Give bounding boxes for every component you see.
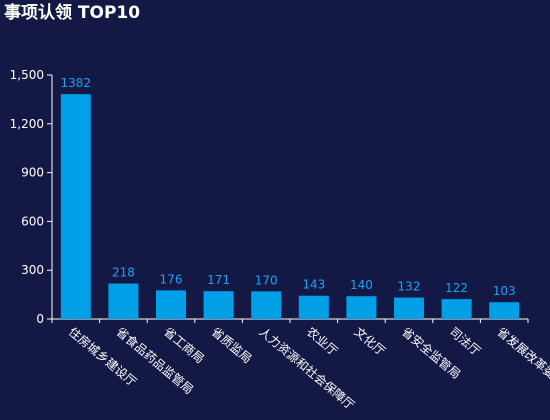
bar-value-label: 132 (398, 280, 421, 294)
bar (489, 302, 520, 319)
x-category-label: 农业厅 (304, 325, 341, 359)
bar (203, 291, 234, 319)
x-category-label: 省质监局 (209, 325, 255, 367)
bar-value-label: 170 (255, 273, 278, 287)
bar-value-label: 176 (160, 272, 183, 286)
bar-value-label: 143 (302, 278, 325, 292)
y-tick-label: 900 (21, 166, 44, 180)
bar (251, 291, 282, 319)
bar-value-label: 171 (207, 273, 230, 287)
y-tick-label: 0 (36, 312, 44, 326)
y-tick-label: 1,500 (10, 68, 44, 82)
y-tick-label: 300 (21, 263, 44, 277)
bar (394, 297, 424, 319)
x-category-label: 省食品药品监管局 (113, 324, 196, 397)
y-tick-label: 600 (21, 214, 44, 228)
bar-value-label: 1382 (61, 76, 92, 90)
x-category-label: 省发展改革委 (494, 324, 550, 382)
bar (108, 283, 139, 319)
value-labels: 1382 218 176 171 170 143 140 132 122 103 (61, 76, 516, 298)
chart-title: 事项认领 TOP10 (4, 3, 141, 23)
x-axis (51, 318, 529, 323)
bars (60, 94, 520, 319)
bar (156, 290, 186, 319)
bar (346, 296, 377, 319)
x-category-label: 文化厅 (351, 324, 388, 359)
y-axis: 0 300 600 900 1,200 1,500 (10, 68, 53, 326)
bar (298, 295, 329, 319)
bar (60, 94, 91, 319)
bar-value-label: 140 (350, 278, 373, 292)
category-labels: 住房城乡建设厅省食品药品监管局省工商局 省质监局 人力资源和社会保障厅农业厅 文化厅省… (66, 324, 550, 413)
bar-value-label: 218 (112, 266, 135, 280)
y-tick-label: 1,200 (10, 117, 44, 131)
x-category-label: 省工商局 (161, 324, 207, 366)
bar-value-label: 122 (445, 281, 468, 295)
bar-value-label: 103 (493, 284, 516, 298)
bar (441, 299, 472, 319)
x-category-label: 司法厅 (447, 325, 484, 359)
